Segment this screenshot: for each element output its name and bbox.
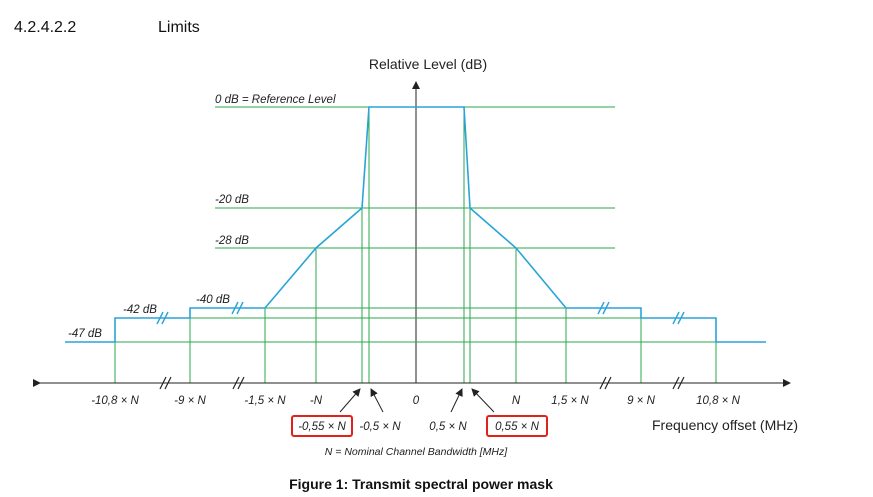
level-label: -20 dB	[215, 194, 249, 206]
y-axis-label: Relative Level (dB)	[369, 56, 487, 72]
level-label: -42 dB	[123, 304, 157, 316]
note: N = Nominal Channel Bandwidth [MHz]	[325, 446, 508, 458]
x-label: -1,5 × N	[244, 395, 286, 407]
highlight-box	[486, 415, 548, 437]
x-label: 0	[413, 395, 420, 407]
spectral-mask	[65, 106, 766, 343]
x-label: 0,5 × N	[429, 421, 467, 433]
heading-title: Limits	[158, 19, 200, 36]
x-label: 10,8 × N	[696, 395, 740, 407]
x-label: -10,8 × N	[91, 395, 139, 407]
reference-lines	[65, 106, 766, 383]
x-axis-label: Frequency offset (MHz)	[652, 417, 798, 433]
x-label: 0,55 × N	[495, 421, 539, 433]
x-label: N	[512, 395, 521, 407]
level-label: -40 dB	[196, 294, 230, 306]
mask-breaks	[156, 301, 685, 325]
heading-number: 4.2.4.2.2	[14, 19, 76, 36]
x-label: 9 × N	[627, 395, 656, 407]
figure-caption: Figure 1: Transmit spectral power mask	[289, 476, 553, 492]
level-label: -47 dB	[68, 328, 102, 340]
x-label: -9 × N	[174, 395, 206, 407]
axis-breaks	[159, 376, 685, 390]
x-label: -N	[310, 395, 323, 407]
x-label: -0,5 × N	[359, 421, 401, 433]
level-label: -28 dB	[215, 235, 249, 247]
level-label: 0 dB = Reference Level	[215, 94, 336, 106]
x-label: 1,5 × N	[551, 395, 589, 407]
x-label: -0,55 × N	[298, 421, 346, 433]
highlight-box	[291, 415, 353, 437]
pointer-arrows	[339, 388, 495, 413]
